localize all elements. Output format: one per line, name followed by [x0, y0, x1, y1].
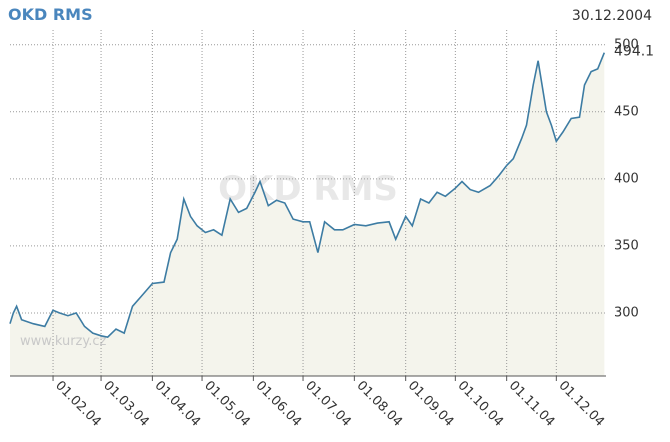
x-tick-label: 01.12.04 [556, 378, 608, 430]
area [10, 52, 605, 376]
watermark: OKD RMS [218, 169, 398, 209]
x-tick-label: 01.10.04 [455, 378, 507, 430]
x-tick-label: 01.08.04 [354, 378, 406, 430]
source: www.kurzy.cz [20, 334, 106, 349]
y-tick-label: 450 [614, 104, 639, 119]
x-tick-label: 01.09.04 [405, 378, 457, 430]
x-tick-label: 01.05.04 [201, 378, 253, 430]
last-value-label: 494.1 [614, 44, 654, 60]
y-tick-label: 500 [614, 37, 639, 52]
y-tick-label: 300 [614, 305, 639, 320]
x-tick-label: 01.02.04 [52, 378, 104, 430]
x-tick-label: 01.07.04 [302, 378, 354, 430]
date: 30.12.2004 [572, 8, 652, 24]
x-tick-label: 01.11.04 [506, 378, 558, 430]
x-tick-label: 01.03.04 [100, 378, 152, 430]
x-tick-label: 01.04.04 [152, 378, 204, 430]
price-line [9, 52, 606, 338]
y-tick-label: 350 [614, 238, 639, 253]
chart-title: OKD RMS [8, 5, 93, 24]
x-tick-label: 01.06.04 [253, 378, 305, 430]
y-tick-label: 400 [614, 171, 639, 186]
